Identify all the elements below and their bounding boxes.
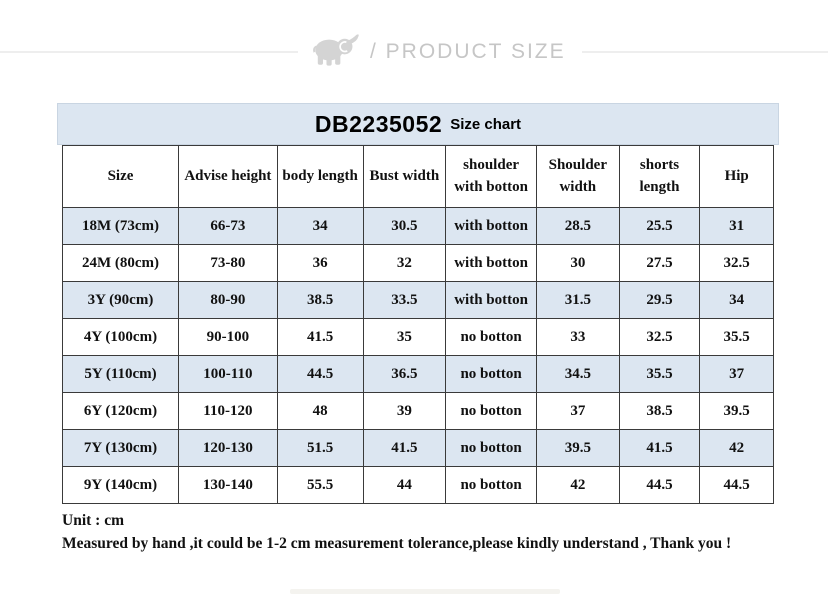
table-cell: 51.5 xyxy=(276,429,364,467)
table-cell: with botton xyxy=(445,281,537,319)
table-cell: 5Y (110cm) xyxy=(62,355,179,393)
column-header-advise-height: Advise height xyxy=(177,145,278,208)
size-chart-title: DB2235052 Size chart xyxy=(57,103,779,145)
table-cell: 35.5 xyxy=(618,355,701,393)
table-cell: 29.5 xyxy=(618,281,701,319)
table-cell: 25.5 xyxy=(618,207,701,245)
table-cell: 32 xyxy=(362,244,447,282)
header-divider: / PRODUCT SIZE xyxy=(0,33,828,72)
table-row: 6Y (120cm) 110-120 48 39 no botton 37 38… xyxy=(62,392,774,430)
table-row: 4Y (100cm) 90-100 41.5 35 no botton 33 3… xyxy=(62,318,774,356)
table-row: 5Y (110cm) 100-110 44.5 36.5 no botton 3… xyxy=(62,355,774,393)
column-header-bust-width: Bust width xyxy=(362,145,447,208)
table-cell: 36 xyxy=(276,244,364,282)
column-header-size: Size xyxy=(62,145,179,208)
table-cell: no botton xyxy=(445,429,537,467)
table-row: 24M (80cm) 73-80 36 32 with botton 30 27… xyxy=(62,244,774,282)
table-cell: 39.5 xyxy=(535,429,620,467)
table-cell: 27.5 xyxy=(618,244,701,282)
product-size-label: / PRODUCT SIZE xyxy=(370,40,566,63)
table-cell: 39 xyxy=(362,392,447,430)
table-cell: 24M (80cm) xyxy=(62,244,179,282)
table-cell: 18M (73cm) xyxy=(62,207,179,245)
tolerance-note: Measured by hand ,it could be 1-2 cm mea… xyxy=(62,535,732,552)
table-cell: 35 xyxy=(362,318,447,356)
table-cell: 120-130 xyxy=(177,429,278,467)
table-cell: 33.5 xyxy=(362,281,447,319)
table-cell: 130-140 xyxy=(177,466,278,504)
footer-notes: Unit : cm Measured by hand ,it could be … xyxy=(62,509,802,555)
table-cell: 3Y (90cm) xyxy=(62,281,179,319)
table-cell: 31.5 xyxy=(535,281,620,319)
table-cell: 34 xyxy=(276,207,364,245)
table-cell: 9Y (140cm) xyxy=(62,466,179,504)
table-cell: 39.5 xyxy=(699,392,774,430)
table-cell: 31 xyxy=(699,207,774,245)
table-cell: 55.5 xyxy=(276,466,364,504)
table-cell: with botton xyxy=(445,207,537,245)
table-cell: 32.5 xyxy=(618,318,701,356)
table-cell: 41.5 xyxy=(276,318,364,356)
table-cell: 34.5 xyxy=(535,355,620,393)
table-cell: 38.5 xyxy=(618,392,701,430)
table-cell: 42 xyxy=(535,466,620,504)
table-cell: 34 xyxy=(699,281,774,319)
table-cell: 32.5 xyxy=(699,244,774,282)
table-cell: 33 xyxy=(535,318,620,356)
column-header-shoulder-width: Shoulder width xyxy=(535,145,620,208)
cutoff-content xyxy=(290,589,560,594)
table-cell: 41.5 xyxy=(618,429,701,467)
table-cell: 44.5 xyxy=(276,355,364,393)
table-cell: 66-73 xyxy=(177,207,278,245)
table-cell: 90-100 xyxy=(177,318,278,356)
table-cell: 6Y (120cm) xyxy=(62,392,179,430)
table-cell: 44.5 xyxy=(618,466,701,504)
elephant-icon xyxy=(310,33,362,72)
table-cell: 4Y (100cm) xyxy=(62,318,179,356)
table-cell: 73-80 xyxy=(177,244,278,282)
table-row: 9Y (140cm) 130-140 55.5 44 no botton 42 … xyxy=(62,466,774,504)
table-cell: with botton xyxy=(445,244,537,282)
table-cell: no botton xyxy=(445,466,537,504)
table-cell: 7Y (130cm) xyxy=(62,429,179,467)
table-cell: 44.5 xyxy=(699,466,774,504)
size-table: Size Advise height body length Bust widt… xyxy=(62,145,774,504)
size-chart-title-suffix: Size chart xyxy=(450,115,522,133)
table-cell: 30.5 xyxy=(362,207,447,245)
table-cell: 110-120 xyxy=(177,392,278,430)
table-cell: no botton xyxy=(445,392,537,430)
table-cell: 80-90 xyxy=(177,281,278,319)
column-header-shorts-length: shorts length xyxy=(618,145,701,208)
table-cell: 37 xyxy=(699,355,774,393)
table-cell: 41.5 xyxy=(362,429,447,467)
table-cell: 48 xyxy=(276,392,364,430)
table-row: 7Y (130cm) 120-130 51.5 41.5 no botton 3… xyxy=(62,429,774,467)
table-cell: 37 xyxy=(535,392,620,430)
column-header-shoulder-with-botton: shoulder with botton xyxy=(445,145,537,208)
table-cell: 44 xyxy=(362,466,447,504)
table-row: 3Y (90cm) 80-90 38.5 33.5 with botton 31… xyxy=(62,281,774,319)
table-cell: 35.5 xyxy=(699,318,774,356)
size-chart: DB2235052 Size chart Size Advise height … xyxy=(57,103,779,504)
unit-note: Unit : cm xyxy=(62,512,124,529)
table-cell: 28.5 xyxy=(535,207,620,245)
table-cell: 38.5 xyxy=(276,281,364,319)
table-cell: 42 xyxy=(699,429,774,467)
divider-line-left xyxy=(0,51,298,53)
table-header-row: Size Advise height body length Bust widt… xyxy=(62,145,774,208)
column-header-body-length: body length xyxy=(276,145,364,208)
column-header-hip: Hip xyxy=(699,145,774,208)
table-cell: 30 xyxy=(535,244,620,282)
divider-line-right xyxy=(581,51,828,53)
product-code: DB2235052 xyxy=(314,110,443,137)
table-cell: no botton xyxy=(445,355,537,393)
table-cell: no botton xyxy=(445,318,537,356)
table-cell: 100-110 xyxy=(177,355,278,393)
table-cell: 36.5 xyxy=(362,355,447,393)
table-row: 18M (73cm) 66-73 34 30.5 with botton 28.… xyxy=(62,207,774,245)
